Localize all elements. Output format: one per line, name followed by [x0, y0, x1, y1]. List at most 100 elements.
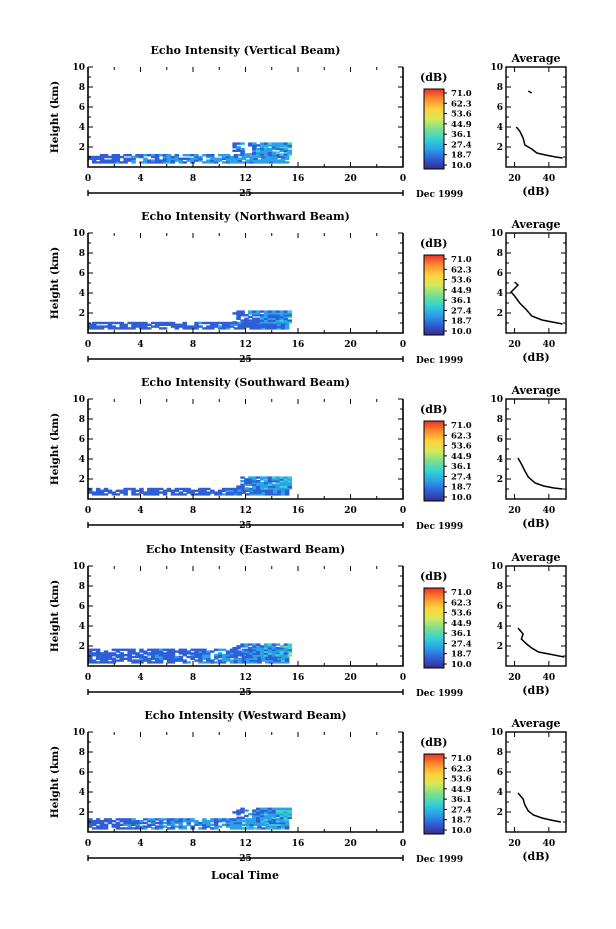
- echo-cell: [275, 648, 281, 652]
- echo-cell: [151, 487, 156, 491]
- echo-cell: [151, 657, 156, 660]
- echo-cell: [280, 327, 286, 330]
- echo-cell: [275, 814, 281, 818]
- colorbar-label: 62.3: [451, 265, 472, 275]
- echo-cell: [267, 147, 273, 151]
- echo-cell: [99, 657, 105, 660]
- echo-cell: [151, 655, 156, 659]
- echo-cell: [249, 821, 254, 825]
- echo-cell: [158, 321, 164, 325]
- echo-cell: [91, 321, 97, 325]
- echo-cell: [275, 480, 281, 483]
- echo-cell: [202, 661, 207, 664]
- echo-cell: [162, 821, 168, 825]
- echo-cell: [249, 159, 254, 162]
- echo-cell: [269, 661, 274, 664]
- echo-cell: [279, 147, 285, 151]
- avg-y-tick-label: 8: [497, 83, 503, 93]
- echo-cell: [259, 319, 265, 322]
- echo-cells: [88, 643, 292, 664]
- x-axis-label: Local Time: [211, 869, 279, 882]
- echo-cell: [263, 648, 269, 652]
- echo-cell: [253, 821, 258, 825]
- echo-cell: [237, 661, 243, 664]
- echo-cell: [217, 652, 223, 655]
- echo-cell: [174, 650, 180, 653]
- echo-cell: [245, 657, 250, 660]
- echo-cell: [261, 655, 266, 659]
- echo-cell: [273, 155, 278, 159]
- echo-cell: [284, 323, 290, 326]
- echo-cell: [174, 493, 180, 496]
- echo-cell: [279, 647, 285, 650]
- echo-cell: [158, 487, 164, 491]
- echo-cell: [284, 650, 290, 653]
- echo-cell: [233, 820, 239, 823]
- echo-cell: [236, 149, 241, 152]
- echo-cell: [107, 325, 113, 328]
- echo-cell: [221, 659, 227, 662]
- colorbar-label: 36.1: [451, 296, 472, 306]
- echo-cell: [261, 820, 266, 823]
- echo-cell: [280, 491, 286, 494]
- echo-cell: [245, 823, 250, 826]
- echo-cell: [139, 155, 144, 159]
- echo-cell: [103, 161, 109, 164]
- echo-cell: [232, 647, 237, 650]
- echo-cell: [280, 493, 286, 496]
- echo-cell: [279, 818, 285, 821]
- echo-cell: [95, 321, 101, 325]
- echo-cell: [241, 155, 247, 159]
- echo-cell: [237, 657, 243, 660]
- echo-cell: [256, 319, 261, 322]
- echo-cell: [252, 816, 257, 819]
- echo-cell: [139, 827, 144, 830]
- echo-cell: [217, 321, 223, 325]
- echo-cell: [279, 321, 285, 324]
- echo-cell: [237, 654, 243, 657]
- echo-cell: [139, 487, 144, 491]
- echo-cell: [248, 312, 253, 315]
- echo-cell: [241, 321, 247, 325]
- echo-cell: [170, 489, 176, 492]
- echo-cell: [221, 493, 227, 496]
- echo-cell: [225, 489, 231, 492]
- echo-cell: [202, 487, 207, 491]
- echo-cell: [229, 155, 235, 159]
- avg-y-tick-label: 4: [497, 455, 503, 465]
- echo-cell: [233, 491, 239, 494]
- avg-x-tick-label: 20: [508, 506, 521, 516]
- echo-cell: [284, 489, 290, 492]
- echo-cell: [229, 321, 235, 325]
- echo-cell: [107, 323, 113, 326]
- echo-cell: [119, 820, 124, 823]
- echo-cell: [236, 816, 241, 819]
- echo-cell: [253, 827, 258, 830]
- echo-cell: [271, 647, 277, 650]
- echo-cell: [206, 657, 211, 660]
- echo-cell: [279, 146, 285, 149]
- echo-cell: [214, 655, 219, 659]
- echo-cell: [182, 650, 187, 653]
- echo-cell: [229, 661, 235, 664]
- echo-cell: [123, 161, 128, 164]
- avg-y-tick-label: 10: [490, 728, 503, 738]
- echo-cell: [147, 825, 152, 828]
- echo-cell: [237, 827, 243, 830]
- echo-cell: [111, 493, 117, 496]
- echo-cell: [225, 818, 231, 821]
- echo-cell: [206, 154, 211, 157]
- echo-cell: [240, 476, 245, 479]
- echo-cell: [263, 478, 269, 481]
- echo-cell: [103, 325, 109, 328]
- echo-cell: [248, 481, 253, 485]
- echo-cell: [198, 159, 203, 162]
- echo-cell: [127, 825, 132, 828]
- echo-cell: [151, 652, 156, 655]
- echo-cell: [236, 813, 241, 816]
- echo-cell: [248, 315, 253, 319]
- echo-cell: [151, 650, 156, 653]
- echo-cell: [174, 487, 180, 491]
- echo-cell: [151, 154, 156, 157]
- echo-cell: [256, 650, 261, 653]
